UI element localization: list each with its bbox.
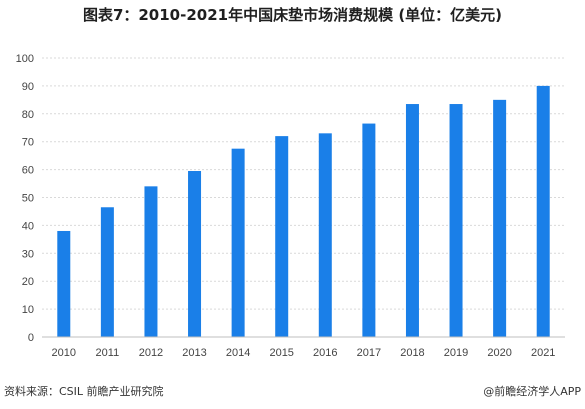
x-tick-label: 2019 [444,347,468,359]
y-tick-label: 70 [22,137,34,149]
x-tick-label: 2017 [357,347,381,359]
bar-2019 [449,104,463,337]
bar-2021 [536,85,550,338]
y-tick-label: 50 [22,193,34,205]
bar-2013 [188,170,202,337]
x-tick-label: 2016 [313,347,337,359]
bars [57,85,550,338]
y-tick-label: 80 [22,109,34,121]
y-tick-label: 20 [22,276,34,288]
x-tick-label: 2020 [487,347,511,359]
x-tick-label: 2018 [400,347,424,359]
x-axis-ticks: 2010 2011 2012 2013 2014 2015 2016 2017 2018 2019… [52,347,556,359]
x-tick-label: 2012 [139,347,163,359]
y-tick-label: 30 [22,248,34,260]
bar-2012 [144,186,158,337]
x-tick-label: 2014 [226,347,250,359]
bar-2010 [57,230,71,337]
x-tick-label: 2021 [531,347,555,359]
y-tick-label: 60 [22,165,34,177]
y-tick-label: 0 [28,332,34,344]
bar-2018 [405,104,419,337]
x-tick-label: 2013 [182,347,206,359]
x-tick-label: 2010 [52,347,76,359]
bar-2015 [275,136,289,337]
y-axis-ticks: 0 10 20 30 40 50 60 70 80 90 100 [16,53,34,344]
y-tick-label: 90 [22,81,34,93]
x-tick-label: 2015 [269,347,293,359]
chart-title: 图表7：2010-2021年中国床垫市场消费规模 (单位：亿美元) [82,6,503,24]
bar-2020 [493,99,507,337]
brand-credit: @前瞻经济学人APP [483,385,581,398]
bar-2017 [362,123,376,337]
gridlines [42,57,565,310]
source-note: 资料来源：CSIL 前瞻产业研究院 [4,385,164,398]
y-tick-label: 10 [22,304,34,316]
y-tick-label: 40 [22,220,34,232]
y-tick-label: 100 [16,53,34,65]
bar-2014 [231,148,245,337]
bar-2016 [318,133,332,337]
bar-2011 [100,207,114,337]
x-tick-label: 2011 [96,347,120,359]
